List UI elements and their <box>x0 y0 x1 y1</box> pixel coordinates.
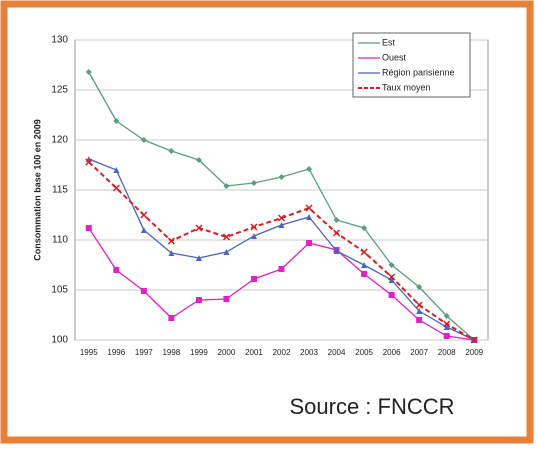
x-tick-label: 2003 <box>300 348 318 357</box>
marker <box>195 297 202 303</box>
marker <box>416 308 423 314</box>
x-tick-label: 1997 <box>135 348 153 357</box>
legend-label: Est <box>382 37 396 47</box>
marker <box>195 224 203 232</box>
y-tick-label: 125 <box>51 85 68 96</box>
marker <box>85 69 92 75</box>
marker <box>112 184 120 192</box>
x-tick-label: 2009 <box>465 348 483 357</box>
marker <box>333 248 340 254</box>
y-axis-title: Consommation base 100 en 2009 <box>32 119 42 261</box>
marker <box>250 233 257 239</box>
x-tick-label: 2006 <box>383 348 401 357</box>
marker <box>305 204 313 212</box>
x-tick-label: 1998 <box>162 348 180 357</box>
marker <box>443 313 450 319</box>
marker <box>113 118 120 124</box>
marker <box>388 292 395 298</box>
x-tick-label: 2001 <box>245 348 263 357</box>
marker <box>223 249 230 255</box>
marker <box>278 266 285 272</box>
x-tick-label: 2004 <box>328 348 346 357</box>
marker <box>361 225 368 231</box>
legend-label: Taux moyen <box>382 82 431 92</box>
marker <box>333 217 340 223</box>
marker <box>195 255 202 261</box>
x-tick-label: 1996 <box>107 348 125 357</box>
marker <box>250 180 257 186</box>
marker <box>223 296 230 302</box>
x-tick-label: 1995 <box>80 348 98 357</box>
marker <box>416 284 423 290</box>
marker <box>306 166 313 172</box>
x-tick-label: 2007 <box>410 348 428 357</box>
marker <box>250 276 257 282</box>
y-tick-label: 105 <box>51 285 68 296</box>
x-tick-label: 2002 <box>273 348 291 357</box>
y-tick-label: 115 <box>52 185 68 196</box>
marker <box>168 315 175 321</box>
marker <box>277 214 286 222</box>
marker <box>222 233 230 241</box>
marker <box>250 223 258 231</box>
marker <box>306 214 313 220</box>
marker <box>113 267 120 273</box>
y-tick-label: 100 <box>51 335 68 346</box>
marker <box>167 237 175 245</box>
marker <box>306 240 313 246</box>
marker <box>278 222 285 228</box>
series-line <box>88 161 475 341</box>
marker <box>113 167 120 173</box>
marker <box>415 301 423 309</box>
marker <box>140 137 147 143</box>
x-tick-label: 2008 <box>438 348 456 357</box>
marker <box>360 248 368 256</box>
marker <box>140 211 148 219</box>
marker <box>388 262 395 268</box>
marker <box>443 324 450 330</box>
marker <box>223 183 230 189</box>
marker <box>140 227 147 233</box>
marker <box>361 271 368 277</box>
y-tick-label: 130 <box>51 35 68 46</box>
legend-box <box>352 32 471 98</box>
marker <box>443 320 451 328</box>
y-tick-label: 110 <box>52 235 68 246</box>
marker <box>85 225 92 231</box>
marker <box>85 158 93 166</box>
y-tick-label: 120 <box>51 135 68 146</box>
marker <box>388 277 395 283</box>
marker <box>416 317 423 323</box>
marker <box>140 288 147 294</box>
marker <box>443 333 450 339</box>
marker <box>278 174 285 180</box>
marker <box>195 157 202 163</box>
marker <box>333 229 341 237</box>
x-tick-label: 1999 <box>190 348 208 357</box>
marker <box>168 148 175 154</box>
x-tick-label: 2000 <box>218 348 236 357</box>
marker <box>168 250 175 256</box>
marker <box>361 262 368 268</box>
source: Source : FNCCR <box>289 394 454 419</box>
marker <box>388 273 396 281</box>
legend-label: Ouest <box>382 52 407 62</box>
x-tick-label: 2005 <box>355 348 373 357</box>
marker <box>470 336 478 344</box>
legend-label: Région parisienne <box>382 67 455 77</box>
